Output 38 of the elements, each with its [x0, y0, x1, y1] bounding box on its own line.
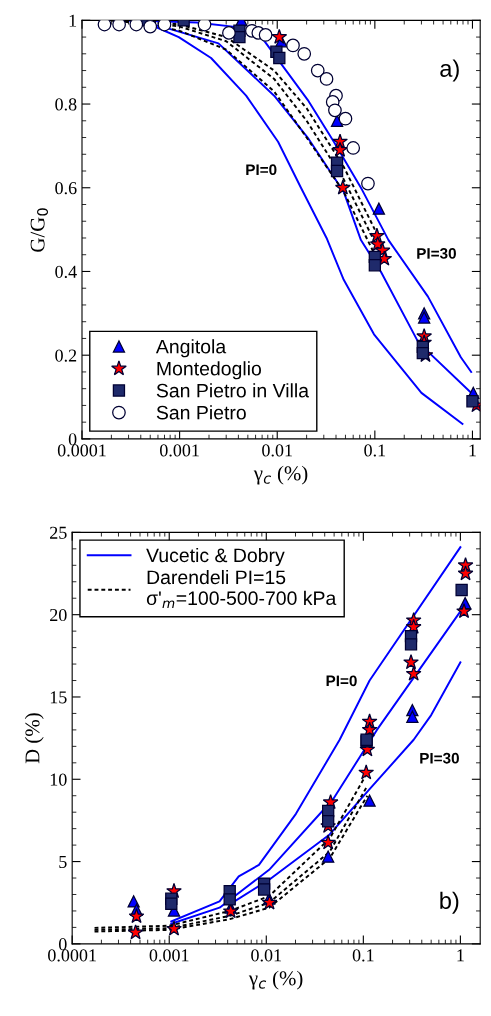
x-tick-label: 0.01 — [251, 949, 281, 962]
y-tick-label: 15 — [50, 691, 67, 704]
y-tick-label: 0 — [58, 938, 67, 951]
y-tick-label: 20 — [50, 608, 67, 622]
legend-label: San Pietro in Villa — [156, 383, 310, 398]
x-axis-title: γ$_{c}$ (%) — [253, 465, 308, 485]
y-tick-label: 0.2 — [55, 349, 77, 362]
y-tick-label: 0.8 — [55, 98, 77, 111]
y-tick-label: 10 — [50, 773, 67, 786]
x-tick-label: 1 — [469, 444, 476, 457]
y-axis-title: D (%) — [24, 713, 44, 764]
legend-label: Darendeli PI=15 σ'$_{m}$=100-500-700 kPa — [146, 569, 337, 609]
legend-label: Vucetic & Dobry — [146, 547, 285, 567]
y-tick-label: 0.4 — [55, 265, 77, 278]
annotation: b) — [440, 891, 459, 914]
x-tick-label: 1 — [457, 949, 464, 962]
annotation: PI=0 — [326, 675, 357, 687]
y-tick-label: 1 — [69, 14, 77, 27]
y-axis-title: G/G$_{0}$ — [30, 208, 49, 252]
legend-label: San Pietro — [156, 405, 246, 420]
x-tick-label: 0.001 — [149, 949, 189, 962]
annotation: a) — [440, 59, 459, 82]
legend-label: Angitola — [155, 339, 227, 358]
legend-label: Montedoglio — [157, 361, 262, 380]
x-tick-label: 0.001 — [159, 444, 199, 457]
y-tick-label: 0 — [68, 433, 77, 446]
x-tick-label: 0.0001 — [48, 949, 96, 962]
x-tick-label: 0.01 — [262, 444, 292, 457]
annotation: PI=30 — [420, 752, 459, 764]
annotation: PI=0 — [246, 164, 277, 176]
y-tick-label: 25 — [50, 526, 67, 539]
y-tick-label: 0.6 — [55, 182, 77, 195]
annotation: PI=30 — [417, 248, 456, 259]
x-tick-label: 0.1 — [364, 444, 386, 457]
y-tick-label: 5 — [59, 856, 67, 869]
x-tick-label: 0.0001 — [57, 444, 106, 457]
x-axis-title: γ$_{c}$ (%) — [248, 970, 303, 990]
x-tick-label: 0.1 — [352, 949, 374, 962]
